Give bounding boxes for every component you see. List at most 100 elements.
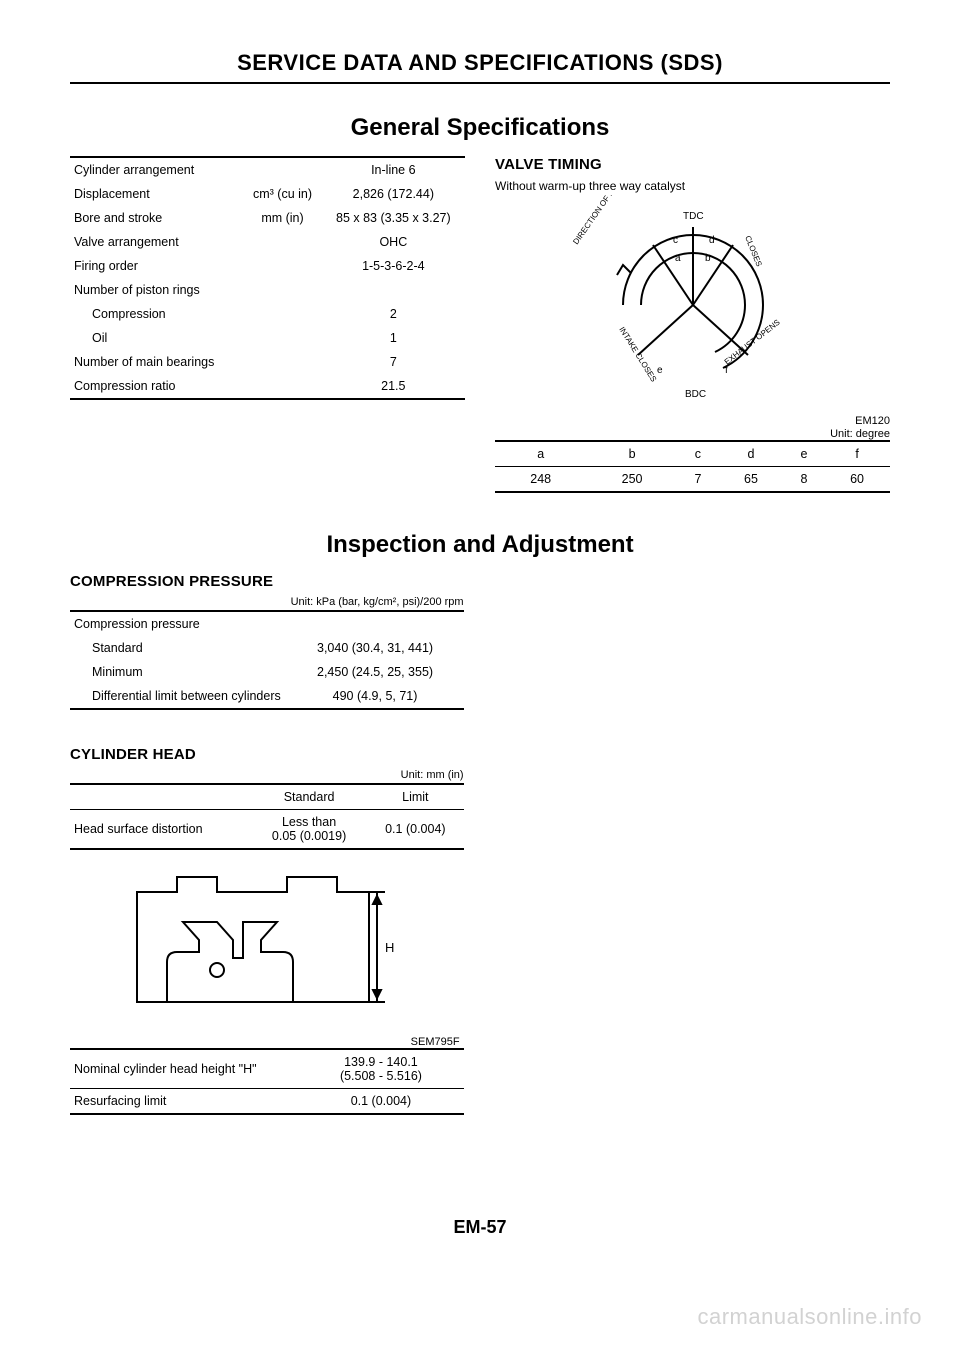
table-row: Standard 3,040 (30.4, 31, 441)	[70, 636, 464, 660]
distortion-label: Head surface distortion	[70, 810, 251, 850]
table-row: Cylinder arrangement In-line 6	[70, 157, 465, 182]
comp-value: 2,450 (24.5, 25, 355)	[286, 660, 463, 684]
svg-text:a: a	[675, 253, 681, 264]
spec-value: 7	[322, 350, 465, 374]
compression-table: Compression pressure Standard 3,040 (30.…	[70, 610, 464, 710]
page-number: EM-57	[0, 1217, 960, 1238]
fig-unit: Unit: degree	[830, 428, 890, 440]
spec-unit: cm³ (cu in)	[243, 182, 321, 206]
spec-label: Number of piston rings	[70, 278, 465, 302]
table-row: Head surface distortion Less than 0.05 (…	[70, 810, 464, 850]
th-d: d	[718, 441, 784, 467]
spec-label: Displacement	[70, 182, 243, 206]
cylinder-head-unit: Unit: mm (in)	[70, 769, 464, 781]
svg-text:c: c	[673, 235, 678, 246]
table-row: Oil 1	[70, 326, 465, 350]
spec-unit: mm (in)	[243, 206, 321, 230]
intake-closes-label: INTAKE CLOSES	[617, 325, 658, 383]
spec-label: Valve arrangement	[70, 230, 243, 254]
valve-timing-diagram: TDC BDC DIRECTION OF ROTATION CLOSES INT…	[523, 195, 863, 415]
valve-timing-fig-id: EM120 Unit: degree	[495, 415, 890, 440]
col-limit: Limit	[367, 784, 464, 810]
page-header: SERVICE DATA AND SPECIFICATIONS (SDS)	[70, 50, 890, 84]
th-e: e	[784, 441, 824, 467]
nominal-value: 139.9 - 140.1 (5.508 - 5.516)	[298, 1049, 463, 1089]
spec-label: Compression ratio	[70, 374, 243, 399]
spec-value: 21.5	[322, 374, 465, 399]
spec-value: 1	[322, 326, 465, 350]
distortion-std: Less than 0.05 (0.0019)	[251, 810, 367, 850]
table-row: a b c d e f	[495, 441, 890, 467]
th-b: b	[586, 441, 677, 467]
h-label: H	[385, 940, 394, 955]
spec-value: 2	[322, 302, 465, 326]
valve-timing-table: a b c d e f 248 250 7 65 8 60	[495, 440, 890, 493]
comp-value: 490 (4.9, 5, 71)	[286, 684, 463, 709]
table-row: Number of piston rings	[70, 278, 465, 302]
spec-unit	[243, 254, 321, 278]
td-b: 250	[586, 467, 677, 493]
compression-heading: COMPRESSION PRESSURE	[70, 573, 464, 590]
watermark: carmanualsonline.info	[697, 1304, 922, 1330]
spec-unit	[243, 230, 321, 254]
resurface-label: Resurfacing limit	[70, 1089, 298, 1115]
spec-unit	[243, 374, 321, 399]
table-row: Minimum 2,450 (24.5, 25, 355)	[70, 660, 464, 684]
comp-label: Minimum	[70, 660, 286, 684]
valve-timing-heading: VALVE TIMING	[495, 156, 890, 173]
resurface-value: 0.1 (0.004)	[298, 1089, 463, 1115]
comp-label: Standard	[70, 636, 286, 660]
svg-text:b: b	[705, 253, 711, 264]
general-row: Cylinder arrangement In-line 6 Displacem…	[70, 156, 890, 493]
spec-value: 85 x 83 (3.35 x 3.27)	[322, 206, 465, 230]
spec-label: Firing order	[70, 254, 243, 278]
general-specs-col: Cylinder arrangement In-line 6 Displacem…	[70, 156, 465, 493]
spec-value: 2,826 (172.44)	[322, 182, 465, 206]
valve-timing-caption: Without warm-up three way catalyst	[495, 179, 890, 193]
spec-value: 1-5-3-6-2-4	[322, 254, 465, 278]
spec-label: Cylinder arrangement	[70, 157, 243, 182]
svg-text:e: e	[657, 365, 663, 376]
spec-label: Bore and stroke	[70, 206, 243, 230]
spec-unit	[243, 326, 321, 350]
spec-unit	[243, 302, 321, 326]
spec-value: In-line 6	[322, 157, 465, 182]
td-a: 248	[495, 467, 586, 493]
dir-rotation-label: DIRECTION OF ROTATION	[571, 195, 636, 246]
svg-text:d: d	[709, 235, 715, 246]
table-row: 248 250 7 65 8 60	[495, 467, 890, 493]
table-row: Compression 2	[70, 302, 465, 326]
cylinder-head-heading: CYLINDER HEAD	[70, 746, 464, 763]
spec-label: Number of main bearings	[70, 350, 243, 374]
table-row: Bore and stroke mm (in) 85 x 83 (3.35 x …	[70, 206, 465, 230]
table-row: Nominal cylinder head height "H" 139.9 -…	[70, 1049, 464, 1089]
th-c: c	[678, 441, 718, 467]
td-c: 7	[678, 467, 718, 493]
compression-unit: Unit: kPa (bar, kg/cm², psi)/200 rpm	[70, 596, 464, 608]
compression-title-row: Compression pressure	[70, 611, 464, 636]
table-row: Compression pressure	[70, 611, 464, 636]
td-e: 8	[784, 467, 824, 493]
spec-label: Oil	[70, 326, 243, 350]
spec-unit	[243, 350, 321, 374]
cylinder-head-table-1: Standard Limit Head surface distortion L…	[70, 783, 464, 850]
table-row: Standard Limit	[70, 784, 464, 810]
td-f: 60	[824, 467, 890, 493]
table-row: Number of main bearings 7	[70, 350, 465, 374]
th-f: f	[824, 441, 890, 467]
tdc-label: TDC	[683, 211, 704, 222]
table-row: Firing order 1-5-3-6-2-4	[70, 254, 465, 278]
table-row: Differential limit between cylinders 490…	[70, 684, 464, 709]
compression-block: COMPRESSION PRESSURE Unit: kPa (bar, kg/…	[70, 573, 464, 710]
fig-id: EM120	[855, 415, 890, 427]
general-specs-table: Cylinder arrangement In-line 6 Displacem…	[70, 156, 465, 400]
table-row: Valve arrangement OHC	[70, 230, 465, 254]
svg-text:f: f	[725, 365, 728, 376]
cylinder-head-table-2: Nominal cylinder head height "H" 139.9 -…	[70, 1048, 464, 1115]
spec-label: Compression	[70, 302, 243, 326]
bdc-label: BDC	[685, 389, 706, 400]
comp-label: Differential limit between cylinders	[70, 684, 286, 709]
cylinder-head-block: CYLINDER HEAD Unit: mm (in) Standard Lim…	[70, 746, 464, 1115]
table-row: Resurfacing limit 0.1 (0.004)	[70, 1089, 464, 1115]
valve-timing-col: VALVE TIMING Without warm-up three way c…	[495, 156, 890, 493]
